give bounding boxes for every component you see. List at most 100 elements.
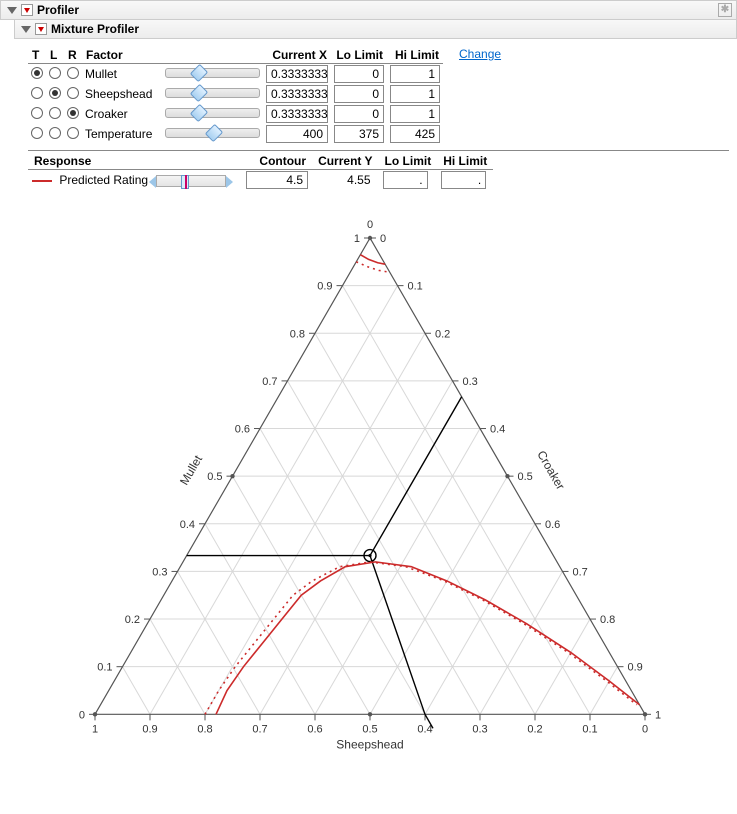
svg-text:Croaker: Croaker — [534, 448, 567, 492]
svg-text:0.1: 0.1 — [408, 281, 423, 293]
factor-slider[interactable] — [165, 68, 260, 78]
svg-text:0.6: 0.6 — [307, 723, 322, 735]
hi-value[interactable]: 1 — [390, 105, 440, 123]
svg-text:0.4: 0.4 — [490, 424, 505, 436]
radio-t[interactable] — [31, 67, 43, 79]
hi-value[interactable]: 425 — [390, 125, 440, 143]
svg-text:0.1: 0.1 — [97, 662, 112, 674]
factor-name: Temperature — [82, 124, 162, 144]
radio-t[interactable] — [31, 127, 43, 139]
svg-text:0.7: 0.7 — [573, 566, 588, 578]
factor-row: Temperature 400 375 425 — [28, 124, 443, 144]
col-l: L — [46, 47, 64, 64]
radio-l[interactable] — [49, 87, 61, 99]
currentx-value[interactable]: 0.3333333 — [266, 105, 328, 123]
lo-value[interactable]: 375 — [334, 125, 384, 143]
radio-t[interactable] — [31, 107, 43, 119]
svg-text:0.7: 0.7 — [262, 376, 277, 388]
ternary-plot-wrap: 0010.10.10.90.20.20.80.30.30.70.40.40.60… — [0, 198, 737, 801]
col-currentx: Current X — [263, 47, 331, 64]
radio-r[interactable] — [67, 87, 79, 99]
factor-row: Sheepshead 0.3333333 01 — [28, 84, 443, 104]
slider-marker[interactable] — [185, 175, 187, 189]
factor-slider[interactable] — [165, 108, 260, 118]
svg-text:1: 1 — [655, 709, 661, 721]
radio-r[interactable] — [67, 107, 79, 119]
response-section: Response Contour Current Y Lo Limit Hi L… — [28, 150, 729, 190]
factor-slider[interactable] — [165, 128, 260, 138]
radio-r[interactable] — [67, 67, 79, 79]
response-name-cell: Predicted Rating — [28, 170, 152, 191]
lo-value[interactable]: 0 — [334, 105, 384, 123]
svg-text:0.6: 0.6 — [235, 424, 250, 436]
factor-name: Croaker — [82, 104, 162, 124]
svg-text:0.2: 0.2 — [435, 328, 450, 340]
svg-text:0.5: 0.5 — [362, 723, 377, 735]
svg-text:1: 1 — [354, 233, 360, 245]
col-hilimit2: Hi Limit — [437, 153, 493, 170]
svg-text:0.8: 0.8 — [600, 614, 615, 626]
current-y: 4.55 — [312, 170, 378, 191]
svg-text:0: 0 — [79, 709, 85, 721]
col-lolimit: Lo Limit — [331, 47, 387, 64]
response-name: Predicted Rating — [59, 173, 148, 187]
currentx-value[interactable]: 400 — [266, 125, 328, 143]
slider-left-arrow-icon[interactable] — [149, 176, 156, 188]
resp-hi[interactable]: . — [441, 171, 486, 189]
svg-text:0.5: 0.5 — [518, 471, 533, 483]
svg-text:0.2: 0.2 — [527, 723, 542, 735]
svg-text:0.5: 0.5 — [207, 471, 222, 483]
svg-text:0.3: 0.3 — [463, 376, 478, 388]
svg-text:Sheepshead: Sheepshead — [336, 737, 403, 751]
svg-text:0.9: 0.9 — [142, 723, 157, 735]
radio-t[interactable] — [31, 87, 43, 99]
hi-value[interactable]: 1 — [390, 65, 440, 83]
radio-l[interactable] — [49, 127, 61, 139]
response-color-swatch — [32, 180, 52, 182]
col-hilimit: Hi Limit — [387, 47, 443, 64]
disclosure-icon[interactable] — [7, 7, 17, 14]
redtri-icon[interactable] — [35, 23, 47, 35]
svg-text:0: 0 — [380, 233, 386, 245]
contour-value[interactable]: 4.5 — [246, 171, 308, 189]
svg-text:Mullet: Mullet — [177, 452, 205, 487]
radio-l[interactable] — [49, 107, 61, 119]
factor-row: Croaker 0.3333333 01 — [28, 104, 443, 124]
lo-value[interactable]: 0 — [334, 85, 384, 103]
col-currenty: Current Y — [312, 153, 378, 170]
ternary-plot[interactable]: 0010.10.10.90.20.20.80.30.30.70.40.40.60… — [40, 208, 700, 788]
svg-text:0.3: 0.3 — [152, 566, 167, 578]
currentx-value[interactable]: 0.3333333 — [266, 85, 328, 103]
svg-text:0.2: 0.2 — [125, 614, 140, 626]
disclosure-icon[interactable] — [21, 26, 31, 33]
contour-slider[interactable] — [156, 175, 226, 187]
slider-right-arrow-icon[interactable] — [226, 176, 233, 188]
star-icon[interactable]: ✱ — [718, 3, 732, 17]
radio-r[interactable] — [67, 127, 79, 139]
radio-l[interactable] — [49, 67, 61, 79]
col-contour: Contour — [242, 153, 312, 170]
svg-text:0: 0 — [367, 219, 373, 231]
factor-table: T L R Factor Current X Lo Limit Hi Limit… — [28, 47, 443, 144]
content-area: T L R Factor Current X Lo Limit Hi Limit… — [0, 39, 737, 198]
resp-lo[interactable]: . — [383, 171, 428, 189]
svg-text:0.4: 0.4 — [180, 519, 195, 531]
lo-value[interactable]: 0 — [334, 65, 384, 83]
svg-text:0.7: 0.7 — [252, 723, 267, 735]
svg-text:0.8: 0.8 — [290, 328, 305, 340]
col-r: R — [64, 47, 82, 64]
currentx-value[interactable]: 0.3333333 — [266, 65, 328, 83]
hi-value[interactable]: 1 — [390, 85, 440, 103]
redtri-icon[interactable] — [21, 4, 33, 16]
svg-text:0.8: 0.8 — [197, 723, 212, 735]
profiler-header: Profiler ✱ — [0, 0, 737, 20]
change-link[interactable]: Change — [459, 47, 501, 61]
svg-text:0.4: 0.4 — [417, 723, 432, 735]
mixture-profiler-title: Mixture Profiler — [51, 22, 139, 36]
svg-text:0.6: 0.6 — [545, 519, 560, 531]
factor-name: Sheepshead — [82, 84, 162, 104]
svg-text:1: 1 — [92, 723, 98, 735]
svg-text:0.3: 0.3 — [472, 723, 487, 735]
factor-slider[interactable] — [165, 88, 260, 98]
col-response: Response — [28, 153, 152, 170]
